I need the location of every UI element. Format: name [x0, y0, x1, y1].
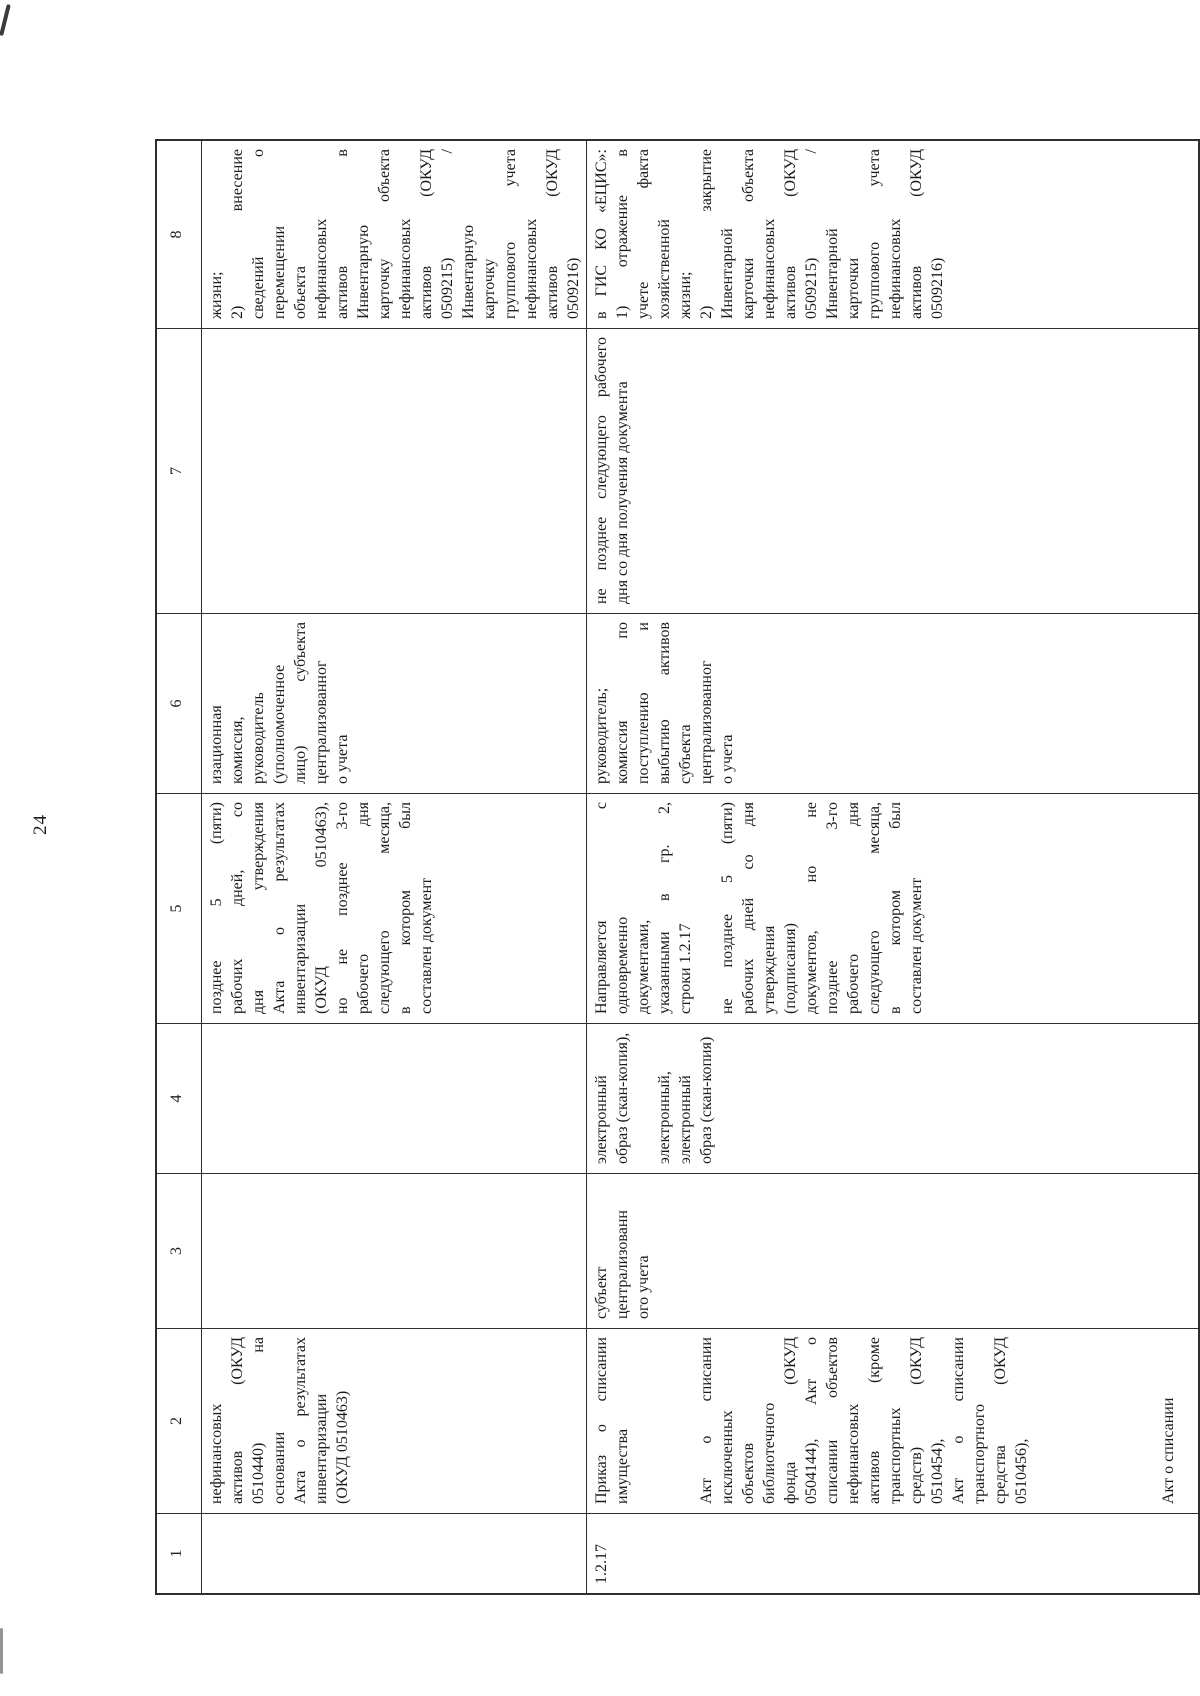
- cell-rowb-col1: 1.2.17: [587, 1513, 1198, 1593]
- cell-rowa-col3: [202, 1173, 587, 1328]
- cell-rowa-col5: позднее 5 (пяти) рабочих дней, со дня утвержден…: [202, 793, 587, 1023]
- column-header-8: 8: [157, 141, 202, 328]
- document-table: 1 2 3 4 5 6 7 8 нефинансовых активов (ОКУД…: [155, 139, 1200, 1595]
- column-header-7: 7: [157, 328, 202, 613]
- cell-rowa-col8: жизни; 2) внесение сведений о перемещении объе…: [202, 141, 587, 328]
- cell-rowb-col7: не позднее следующего рабочего дня со дня по…: [587, 328, 1198, 613]
- cell-rowb-col2: Приказосписанииимущества...Актосписаниии…: [587, 1328, 1198, 1513]
- cell-rowa-col2: нефинансовых активов (ОКУД 0510440) на основа…: [202, 1328, 587, 1513]
- column-header-5: 5: [157, 793, 202, 1023]
- column-header-4: 4: [157, 1023, 202, 1173]
- cell-rowb-col6: руководитель; комиссия по поступлению и выбыт…: [587, 613, 1198, 793]
- cell-rowa-col4: [202, 1023, 587, 1173]
- cell-rowb-col8: в ГИС КО «ЕЦИС»: 1) отражение в учете факта хозяй…: [593, 149, 946, 319]
- cell-rowb-col3: субъект централизованн ого учета: [587, 1173, 1198, 1328]
- cell-rowa-col6: изационная комиссия, руководитель (уполномо…: [202, 613, 587, 793]
- cell-rowb-col5: Направляется с одновременно документами, ука…: [587, 793, 1198, 1023]
- scan-artifact: [0, 1628, 3, 1674]
- page-number: 24: [30, 814, 51, 835]
- column-header-6: 6: [157, 613, 202, 793]
- column-header-1: 1: [157, 1513, 202, 1593]
- cell-rowa-col1: [202, 1513, 587, 1593]
- column-header-2: 2: [157, 1328, 202, 1513]
- column-header-3: 3: [157, 1173, 202, 1328]
- cell-rowa-col7: [202, 328, 587, 613]
